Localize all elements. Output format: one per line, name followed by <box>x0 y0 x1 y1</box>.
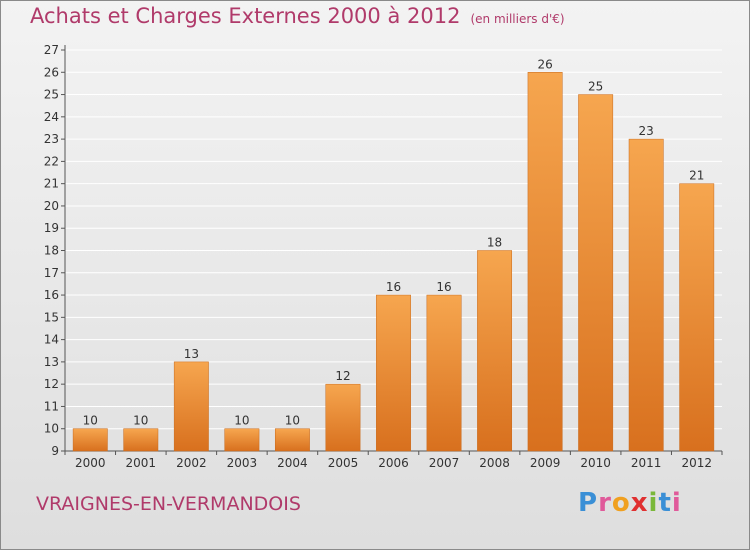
x-tick-label-2012: 2012 <box>681 456 712 470</box>
data-labels: 10 10 13 10 10 12 16 16 18 26 25 23 21 <box>83 57 705 427</box>
y-tick-label: 16 <box>44 288 59 302</box>
logo-letter: t <box>658 488 672 518</box>
y-tick-label: 26 <box>44 65 59 79</box>
y-tick-label: 25 <box>44 88 59 102</box>
data-label-2003: 10 <box>234 414 249 428</box>
x-tick-label-2009: 2009 <box>530 456 561 470</box>
bar-2002 <box>173 361 209 452</box>
y-tick-label: 14 <box>44 333 59 347</box>
y-tick-label: 10 <box>44 422 59 436</box>
x-tick-label-2004: 2004 <box>277 456 308 470</box>
logo-letter: i <box>648 488 659 518</box>
x-tick-label-2003: 2003 <box>227 456 258 470</box>
x-tick-label-2010: 2010 <box>580 456 611 470</box>
logo-letter: P <box>578 488 599 518</box>
data-label-2012: 21 <box>689 169 704 183</box>
y-tick-label: 27 <box>44 43 59 57</box>
data-label-2011: 23 <box>639 124 654 138</box>
data-label-2001: 10 <box>133 414 148 428</box>
logo-letter: x <box>630 488 649 518</box>
bar-2010 <box>578 94 614 452</box>
bar-2009 <box>527 72 563 452</box>
bar-2003 <box>224 428 260 452</box>
data-label-2007: 16 <box>436 280 451 294</box>
data-label-2000: 10 <box>83 414 98 428</box>
y-tick-label: 21 <box>44 177 59 191</box>
bar-2012 <box>679 183 715 452</box>
x-tick-label-2006: 2006 <box>378 456 409 470</box>
data-label-2009: 26 <box>537 57 552 71</box>
y-tick-label: 12 <box>44 377 59 391</box>
data-label-2002: 13 <box>184 347 199 361</box>
x-tick-label-2002: 2002 <box>176 456 207 470</box>
chart-title: Achats et Charges Externes 2000 à 2012 (e… <box>30 4 565 28</box>
x-tick-label-2008: 2008 <box>479 456 510 470</box>
data-label-2006: 16 <box>386 280 401 294</box>
bar-2005 <box>325 383 361 452</box>
bar-2004 <box>274 428 310 452</box>
y-tick-label: 19 <box>44 221 59 235</box>
y-tick-label: 11 <box>44 399 59 413</box>
x-tick-label-2011: 2011 <box>631 456 662 470</box>
bars <box>72 72 715 452</box>
y-tick-label: 15 <box>44 310 59 324</box>
commune-name: VRAIGNES-EN-VERMANDOIS <box>36 493 301 515</box>
data-label-2005: 12 <box>335 369 350 383</box>
bar-2011 <box>628 138 664 452</box>
chart-subtitle: (en milliers d'€) <box>470 12 565 26</box>
chart-title-text: Achats et Charges Externes 2000 à 2012 <box>30 4 461 28</box>
logo-letter: o <box>611 488 631 518</box>
data-label-2004: 10 <box>285 414 300 428</box>
bar-2000 <box>72 428 108 452</box>
axes: 9 10 11 12 13 14 15 16 17 18 19 20 21 22 23 24 25 26 27 200… <box>44 43 723 470</box>
y-tick-label: 22 <box>44 154 59 168</box>
y-tick-label: 23 <box>44 132 59 146</box>
bar-2006 <box>376 294 411 452</box>
data-label-2008: 18 <box>487 236 502 250</box>
x-tick-label-2000: 2000 <box>75 456 106 470</box>
x-tick-label-2001: 2001 <box>126 456 157 470</box>
x-tick-label-2005: 2005 <box>328 456 359 470</box>
y-tick-label: 17 <box>44 266 59 280</box>
y-tick-label: 20 <box>44 199 59 213</box>
bar-2001 <box>123 428 159 452</box>
proxiti-logo: Proxiti <box>578 488 682 518</box>
y-tick-label: 13 <box>44 355 59 369</box>
data-label-2010: 25 <box>588 80 603 94</box>
bar-2008 <box>477 250 513 452</box>
logo-letter: i <box>671 488 682 518</box>
x-tick-label-2007: 2007 <box>429 456 460 470</box>
y-tick-label: 18 <box>44 244 59 258</box>
y-tick-label: 9 <box>51 444 59 458</box>
logo-letter: r <box>598 488 612 518</box>
y-tick-label: 24 <box>44 110 59 124</box>
bar-2007 <box>426 294 462 452</box>
